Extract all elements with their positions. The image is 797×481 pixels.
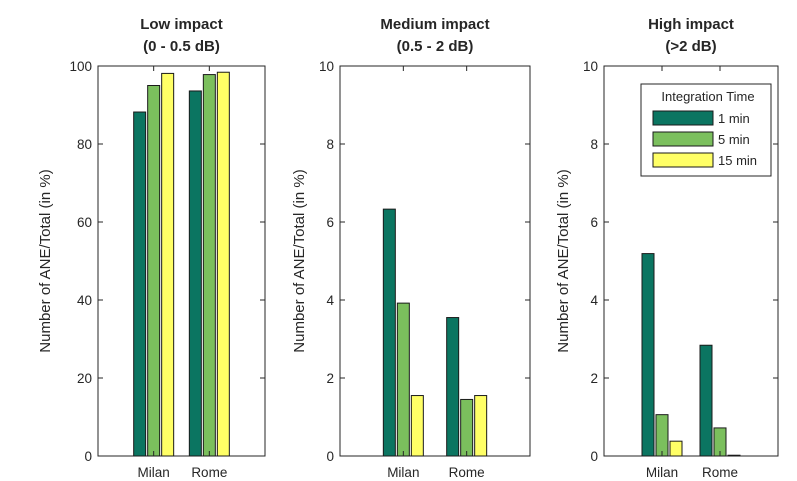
y-tick-label: 80 bbox=[77, 137, 92, 152]
legend: Integration Time 1 min 5 min 15 min bbox=[640, 83, 772, 177]
y-tick-label: 40 bbox=[77, 293, 92, 308]
legend-swatch bbox=[652, 110, 714, 126]
bar-rome-1min bbox=[699, 344, 713, 457]
legend-entry-label: 5 min bbox=[718, 132, 750, 147]
chart-panel-3: 0 2 4 6 8 10 Milan Rome High impact (>2 dB) Number… bbox=[555, 16, 779, 480]
x-tick-label: Milan bbox=[138, 465, 170, 480]
bar-rome-15min bbox=[727, 454, 741, 457]
x-tick-label: Rome bbox=[191, 465, 227, 480]
bar-milan-1min bbox=[133, 111, 147, 457]
bar-milan-15min bbox=[410, 395, 424, 457]
bar-milan-1min bbox=[641, 253, 655, 457]
y-tick-label: 4 bbox=[590, 293, 598, 308]
panel-title: Low impact bbox=[140, 16, 223, 33]
bar-rome-15min bbox=[474, 395, 488, 457]
x-tick-label: Milan bbox=[646, 465, 678, 480]
bar-milan-15min bbox=[161, 72, 175, 457]
x-tick-label: Milan bbox=[387, 465, 419, 480]
legend-swatch bbox=[652, 152, 714, 168]
y-tick-label: 8 bbox=[326, 137, 334, 152]
bar-rome-5min bbox=[460, 398, 474, 457]
plot-area bbox=[97, 65, 266, 457]
panel-title: (>2 dB) bbox=[665, 38, 716, 55]
y-tick-label: 0 bbox=[84, 449, 92, 464]
y-axis-label: Number of ANE/Total (in %) bbox=[291, 169, 308, 352]
y-tick-label: 10 bbox=[583, 59, 598, 74]
bar-milan-5min bbox=[655, 414, 669, 457]
y-axis-label: Number of ANE/Total (in %) bbox=[37, 169, 54, 352]
bar-rome-1min bbox=[446, 317, 460, 457]
chart-panel-2: 0 2 4 6 8 10 Milan Rome Medium impact (0.5 - 2 dB… bbox=[291, 16, 531, 480]
chart-panel-1: 0 20 40 60 80 100 Milan Rome Low impact (0 - 0.5 … bbox=[37, 16, 266, 480]
bar-rome-5min bbox=[202, 74, 216, 457]
bar-rome-1min bbox=[188, 90, 202, 457]
x-tick-label: Rome bbox=[449, 465, 485, 480]
legend-entry-label: 1 min bbox=[718, 111, 750, 126]
y-tick-label: 100 bbox=[69, 59, 92, 74]
x-tick-label: Rome bbox=[702, 465, 738, 480]
y-axis-label: Number of ANE/Total (in %) bbox=[555, 169, 572, 352]
y-tick-label: 2 bbox=[590, 371, 598, 386]
y-tick-label: 2 bbox=[326, 371, 334, 386]
legend-swatch bbox=[652, 131, 714, 147]
legend-title: Integration Time bbox=[661, 89, 754, 104]
bar-rome-15min bbox=[216, 71, 230, 457]
panel-title: (0.5 - 2 dB) bbox=[397, 38, 474, 55]
panel-title: Medium impact bbox=[380, 16, 489, 33]
bar-milan-5min bbox=[147, 85, 161, 457]
bar-milan-15min bbox=[669, 440, 683, 457]
y-tick-label: 0 bbox=[326, 449, 334, 464]
legend-entry-label: 15 min bbox=[718, 153, 757, 168]
y-tick-label: 0 bbox=[590, 449, 598, 464]
y-tick-label: 6 bbox=[326, 215, 334, 230]
y-tick-label: 60 bbox=[77, 215, 92, 230]
y-tick-label: 4 bbox=[326, 293, 334, 308]
plot-area bbox=[339, 65, 531, 457]
y-tick-label: 20 bbox=[77, 371, 92, 386]
bar-milan-5min bbox=[396, 302, 410, 457]
y-tick-label: 10 bbox=[319, 59, 334, 74]
y-tick-label: 8 bbox=[590, 137, 598, 152]
y-tick-label: 6 bbox=[590, 215, 598, 230]
panel-title: High impact bbox=[648, 16, 734, 33]
bar-milan-1min bbox=[382, 208, 396, 457]
panel-title: (0 - 0.5 dB) bbox=[143, 38, 220, 55]
